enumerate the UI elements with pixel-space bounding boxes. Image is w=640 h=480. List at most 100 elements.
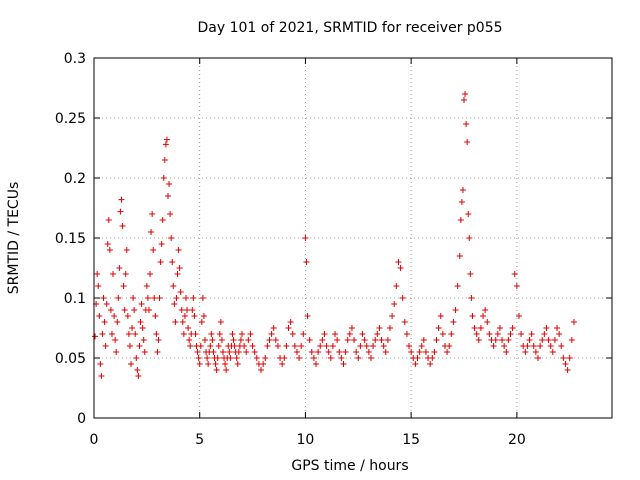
data-point <box>541 331 548 337</box>
data-point <box>484 319 491 325</box>
data-point <box>155 337 162 343</box>
data-point <box>554 325 561 331</box>
y-tick-label: 0.15 <box>55 231 86 247</box>
data-point <box>253 355 260 361</box>
data-point <box>118 196 125 203</box>
data-point <box>321 331 328 337</box>
data-point <box>327 355 334 361</box>
data-point <box>281 355 288 361</box>
data-point <box>473 331 480 337</box>
y-axis-label: SRMTID / TECUs <box>6 182 22 295</box>
data-point <box>160 175 167 181</box>
data-point <box>283 343 290 349</box>
data-point <box>172 319 179 325</box>
data-point <box>112 337 119 343</box>
data-point <box>501 343 508 349</box>
data-point <box>464 139 471 145</box>
data-point <box>173 295 180 301</box>
data-point <box>499 337 506 343</box>
data-point <box>526 337 533 343</box>
data-point <box>513 283 520 289</box>
data-point <box>408 349 415 355</box>
data-point <box>202 337 208 343</box>
data-point <box>344 337 351 343</box>
data-point <box>178 307 185 313</box>
data-point <box>566 355 573 361</box>
data-point <box>480 313 487 319</box>
y-tick-label: 0.3 <box>64 51 86 67</box>
data-point <box>152 313 159 319</box>
data-point <box>163 136 170 143</box>
y-tick-label: 0.2 <box>64 171 86 187</box>
data-point <box>450 319 457 325</box>
data-point <box>315 349 322 355</box>
data-point <box>166 181 173 187</box>
data-point <box>194 349 201 355</box>
data-point <box>467 271 474 277</box>
data-point <box>496 325 503 331</box>
data-point <box>319 337 326 343</box>
y-tick-label: 0.25 <box>55 111 86 127</box>
data-point <box>251 349 258 355</box>
data-point <box>429 355 436 361</box>
data-point <box>397 265 404 271</box>
data-point <box>418 343 425 349</box>
data-point <box>384 337 391 343</box>
data-point <box>104 241 111 247</box>
data-point <box>209 337 216 343</box>
data-point <box>399 295 406 301</box>
data-point <box>177 289 184 295</box>
data-point <box>323 343 330 349</box>
data-point <box>223 367 230 373</box>
data-point <box>245 337 252 343</box>
data-point <box>303 259 310 265</box>
data-point <box>96 313 103 319</box>
data-point <box>205 361 212 367</box>
data-point <box>334 337 341 343</box>
data-point <box>452 307 459 313</box>
data-points <box>92 91 577 379</box>
data-point <box>133 355 140 361</box>
data-point <box>110 271 117 277</box>
data-point <box>210 349 217 355</box>
data-point <box>168 235 175 241</box>
data-point <box>162 141 169 148</box>
data-point <box>289 331 296 337</box>
data-point <box>215 343 222 349</box>
data-point <box>448 331 455 337</box>
data-point <box>308 349 315 355</box>
data-point <box>524 343 531 349</box>
data-point <box>212 361 219 367</box>
x-tick-label: 15 <box>402 432 420 448</box>
data-point <box>427 361 434 367</box>
data-point <box>234 361 241 367</box>
data-point <box>196 361 203 367</box>
data-point <box>433 337 440 343</box>
data-point <box>302 235 309 241</box>
data-point <box>329 343 336 349</box>
data-point <box>113 349 120 355</box>
data-point <box>229 331 236 337</box>
data-point <box>214 355 221 361</box>
data-point <box>461 97 467 103</box>
data-point <box>200 313 207 319</box>
data-point <box>340 361 347 367</box>
data-point <box>515 313 522 319</box>
data-point <box>365 349 372 355</box>
data-point <box>357 343 364 349</box>
data-point <box>95 283 102 289</box>
x-tick-label: 10 <box>297 432 315 448</box>
data-point <box>180 331 187 337</box>
data-point <box>100 295 107 301</box>
data-point <box>103 301 110 307</box>
data-point <box>313 361 319 367</box>
data-point <box>262 355 269 361</box>
data-point <box>376 325 383 331</box>
data-point <box>509 325 516 331</box>
data-point <box>94 271 101 277</box>
data-point <box>208 331 215 337</box>
data-point <box>260 361 267 367</box>
data-point <box>120 283 127 289</box>
